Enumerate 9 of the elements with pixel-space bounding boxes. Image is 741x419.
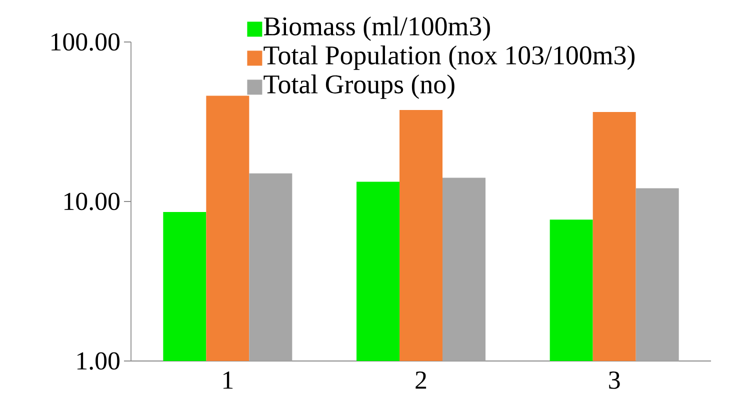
x-tick-label: 1	[223, 372, 233, 389]
y-tick-label: 100.00	[52, 33, 120, 51]
legend-label: Biomass (ml/100m3)	[264, 16, 490, 41]
x-tick-label: 2	[416, 372, 426, 389]
legend-label: Total Groups (no)	[264, 74, 454, 99]
x-tick-label: 3	[609, 372, 620, 389]
y-tick-label: 1.00	[77, 352, 120, 370]
y-tick-label: 10.00	[64, 192, 120, 210]
legend-label: Total Population (nox 103/100m3)	[264, 46, 634, 70]
